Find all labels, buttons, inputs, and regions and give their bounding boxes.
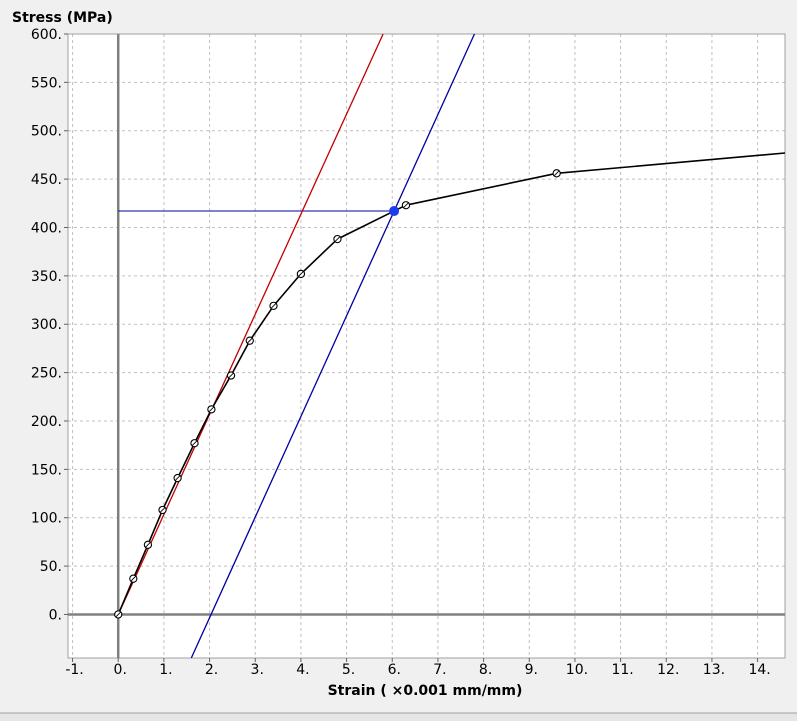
data-point-marker-slash	[145, 542, 151, 548]
y-tick-label: 600.	[31, 27, 62, 43]
y-tick-label: 500.	[31, 124, 62, 140]
data-point-marker-slash	[247, 338, 253, 344]
data-point-marker-slash	[228, 372, 234, 379]
data-point-marker-slash	[208, 406, 214, 412]
grid-lines	[68, 33, 785, 658]
x-tick-label: 4.	[296, 662, 309, 678]
x-tick-label: 3.	[251, 662, 264, 678]
data-point-marker-slash	[270, 303, 277, 309]
data-markers	[114, 169, 561, 619]
y-tick-label: 150.	[31, 462, 62, 478]
y-tick-label: 300.	[31, 317, 62, 333]
x-tick-label: 9.	[525, 662, 538, 678]
y-tick-label: 50.	[40, 559, 62, 575]
yield-point-marker	[389, 206, 400, 217]
y-tick-label: 450.	[31, 172, 62, 188]
y-tick-label: 250.	[31, 366, 62, 382]
x-tick-label: 12.	[657, 662, 679, 678]
x-axis-title: Strain ( ×0.001 mm/mm)	[328, 683, 523, 699]
x-tick-label: 11.	[611, 662, 633, 678]
axes	[67, 33, 786, 659]
x-tick-label: 14.	[748, 662, 770, 678]
x-tick-label: 7.	[433, 662, 446, 678]
plot-frame	[67, 33, 786, 659]
x-tick-label: 5.	[342, 662, 355, 678]
offset-line	[190, 33, 476, 659]
x-tick-label: 6.	[388, 662, 401, 678]
window-bottom-border	[0, 713, 797, 721]
y-axis-title: Stress (MPa)	[12, 10, 113, 26]
y-tick-label: 100.	[31, 511, 62, 527]
data-point-marker-slash	[115, 611, 121, 617]
x-tick-label: 1.	[159, 662, 172, 678]
reference-lines	[117, 33, 476, 659]
x-tick-label: 0.	[114, 662, 127, 678]
plot-area	[68, 34, 785, 658]
data-point-marker-slash	[130, 576, 136, 582]
data-point-marker-slash	[403, 202, 409, 208]
y-tick-label: 350.	[31, 269, 62, 285]
y-tick-label: 400.	[31, 220, 62, 236]
x-tick-label: 13.	[703, 662, 725, 678]
x-tick-label: 2.	[205, 662, 218, 678]
y-tick-label: 0.	[49, 607, 62, 623]
y-tick-label: 550.	[31, 75, 62, 91]
elastic-modulus-line	[117, 33, 384, 615]
data-point-marker-slash	[334, 236, 340, 242]
data-point-marker-slash	[554, 170, 560, 176]
tick-labels: -1. 0. 1. 2. 3. 4. 5. 6. 7. 8. 9. 10. 11. 12. 13. 14. 0.…	[31, 27, 771, 678]
data-point-marker-slash	[175, 475, 181, 481]
data-point-marker-slash	[298, 271, 304, 277]
data-point-marker-slash	[160, 507, 166, 513]
x-tick-label: -1.	[65, 662, 83, 678]
x-tick-label: 8.	[479, 662, 492, 678]
y-tick-label: 200.	[31, 414, 62, 430]
x-tick-label: 10.	[566, 662, 588, 678]
data-point-marker-slash	[191, 440, 198, 446]
